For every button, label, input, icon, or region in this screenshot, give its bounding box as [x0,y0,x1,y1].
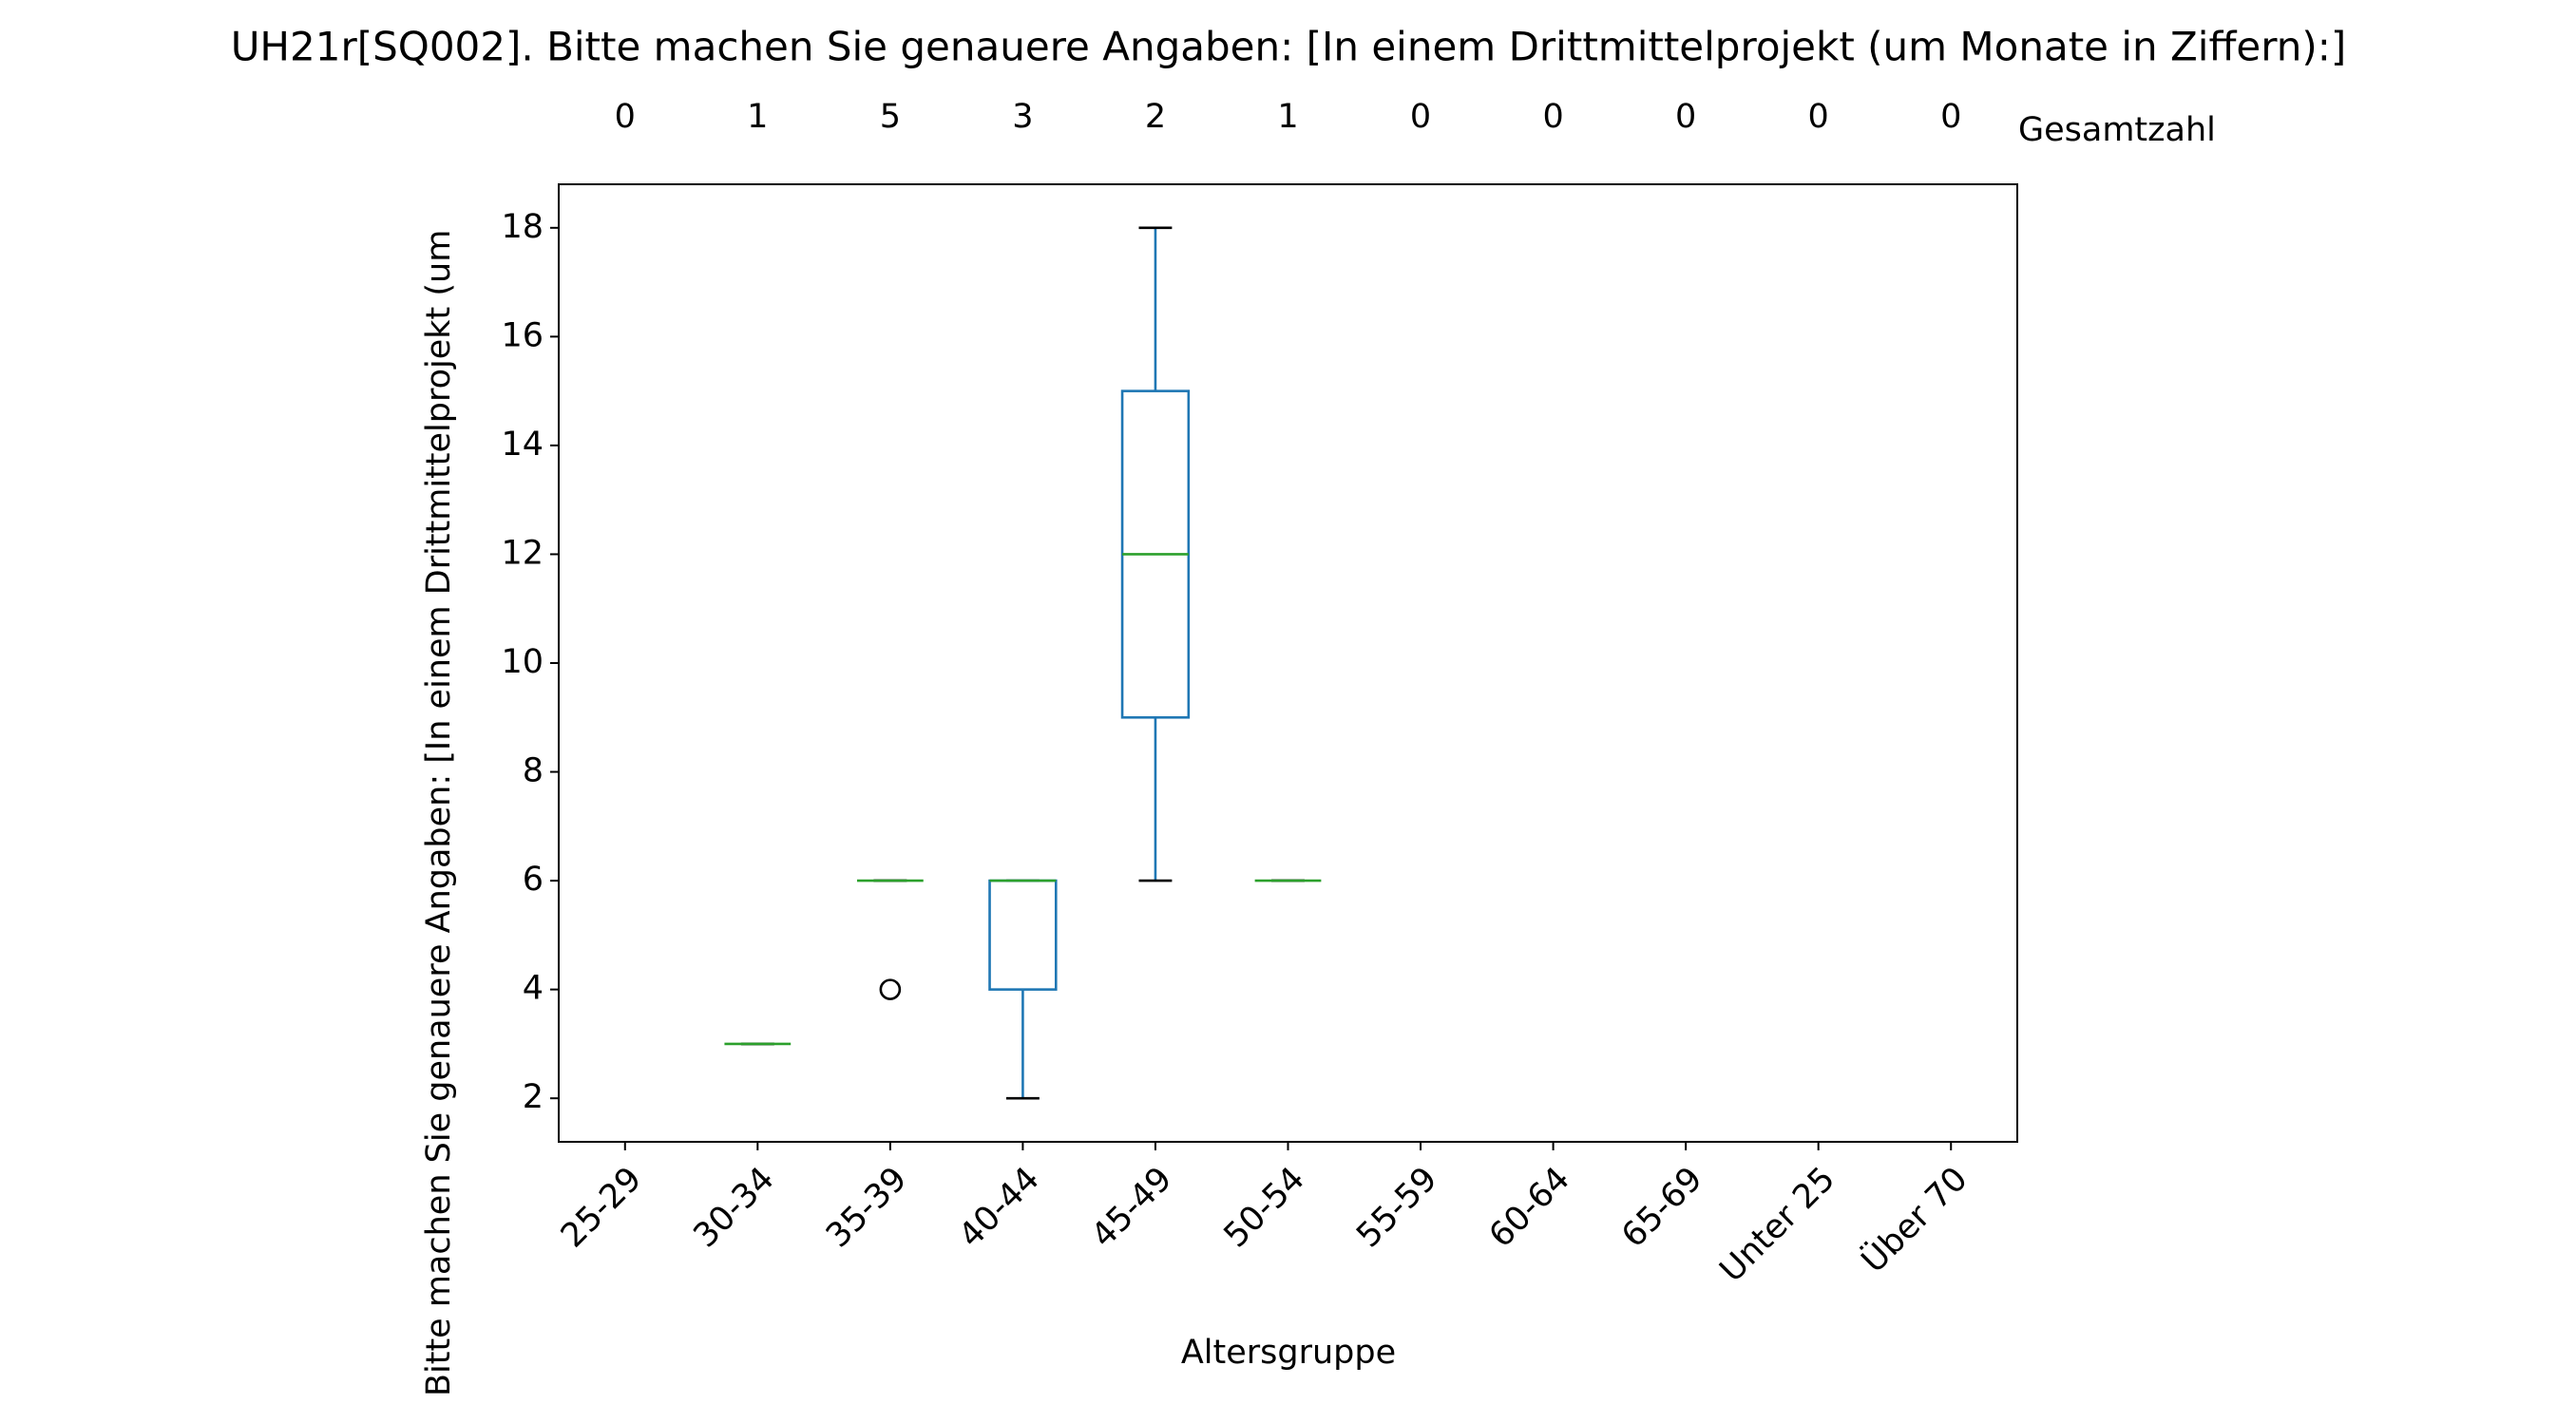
x-tick-label: 55-59 [1349,1160,1444,1255]
count-label: 1 [747,98,768,136]
y-tick-label: 6 [523,861,544,899]
count-label: 0 [1940,98,1961,136]
x-tick-label: 65-69 [1614,1160,1709,1255]
count-label: 1 [1277,98,1298,136]
y-tick-label: 4 [523,970,544,1008]
y-tick-label: 12 [501,534,544,572]
chart-title: UH21r[SQ002]. Bitte machen Sie genauere … [231,24,2347,70]
count-label: 0 [1675,98,1696,136]
x-tick-label: 60-64 [1482,1160,1577,1255]
count-label: 0 [615,98,636,136]
x-tick-label: 30-34 [687,1160,782,1255]
count-label: 0 [1808,98,1829,136]
count-label: 3 [1012,98,1033,136]
counts-label: Gesamtzahl [2018,111,2216,149]
box [988,879,1058,991]
y-tick-label: 8 [523,752,544,790]
y-tick-label: 18 [501,208,544,246]
x-tick-label: Über 70 [1853,1159,1975,1281]
count-label: 0 [1542,98,1563,136]
y-tick-label: 2 [523,1078,544,1116]
y-tick-label: 10 [501,643,544,681]
count-label: 2 [1145,98,1166,136]
x-tick-label: 25-29 [554,1160,649,1255]
count-label: 0 [1410,98,1431,136]
x-axis-label: Altersgruppe [1181,1334,1396,1372]
x-tick-label: 35-39 [819,1160,914,1255]
y-tick-label: 16 [501,316,544,354]
y-tick-label: 14 [501,426,544,464]
x-tick-label: Unter 25 [1713,1160,1843,1290]
x-tick-label: 50-54 [1217,1160,1312,1255]
x-tick-label: 40-44 [952,1160,1047,1255]
plot-frame [558,183,2018,1143]
count-label: 5 [880,98,901,136]
outlier [879,978,902,1000]
x-tick-label: 45-49 [1084,1160,1179,1255]
y-axis-label: Bitte machen Sie genauere Angaben: [In e… [420,230,458,1396]
